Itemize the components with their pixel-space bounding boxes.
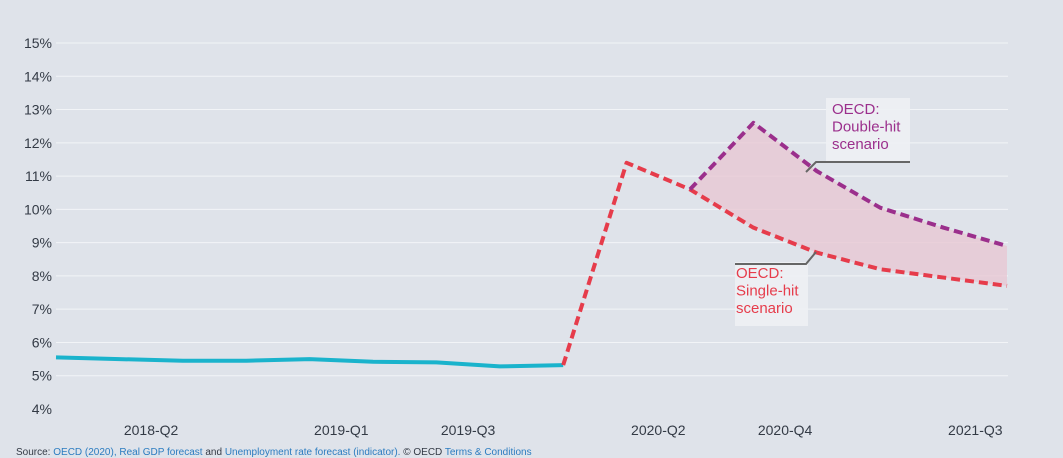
unemployment-forecast-link[interactable]: Unemployment rate forecast (indicator). [224,447,401,458]
x-tick-label: 2018-Q2 [124,422,179,438]
double-hit-line [688,120,1008,248]
x-tick-label: 2020-Q2 [631,422,686,438]
annotations: OECD:Double-hitscenarioOECD:Single-hitsc… [735,98,910,326]
gridlines [56,42,1008,377]
scenario-band [690,122,1007,286]
y-tick-label: 6% [32,334,52,350]
y-tick-label: 9% [32,235,52,251]
terms-link[interactable]: Terms & Conditions [444,447,532,458]
annotation-line: scenario [736,300,793,317]
y-tick-label: 13% [24,102,52,118]
actual-unemployment-line [55,355,564,369]
unemployment-chart: 4%5%6%7%8%9%10%11%12%13%14%15% 2018-Q2 20… [24,35,1008,438]
x-tick-label: 2021-Q3 [948,422,1003,438]
annotation-line: OECD: [736,265,784,282]
annotation-line: Double-hit [832,119,901,136]
scenario-range-area [690,122,1007,286]
x-axis: 2018-Q2 2019-Q1 2019-Q3 2020-Q2 2020-Q4 2021-… [124,422,1003,438]
y-tick-label: 14% [24,68,52,84]
source-and: and [202,447,225,458]
y-tick-label: 15% [24,35,52,51]
y-tick-label: 5% [32,368,52,384]
x-tick-label: 2020-Q4 [758,422,813,438]
x-tick-label: 2019-Q3 [441,422,496,438]
source-prefix: Source: [16,447,54,458]
source-note: Source: OECD (2020), Real GDP forecast a… [16,447,532,458]
x-tick-label: 2019-Q1 [314,422,369,438]
annotation-line: scenario [832,136,889,153]
y-axis: 4% 5% 6% 7% 8% 9% 10% 11% 12% 13% 14% 15% [24,35,52,417]
y-tick-label: 12% [24,135,52,151]
source-copyright: © OECD [400,447,445,458]
annotation-line: OECD: [832,101,880,118]
series-lines [55,120,1008,369]
gdp-forecast-link[interactable]: OECD (2020), Real GDP forecast [53,447,203,458]
y-tick-label: 4% [32,401,52,417]
y-tick-label: 10% [24,201,52,217]
y-tick-label: 7% [32,301,52,317]
annotation-line: Single-hit [736,283,799,300]
y-tick-label: 11% [25,168,52,184]
y-tick-label: 8% [32,268,52,284]
